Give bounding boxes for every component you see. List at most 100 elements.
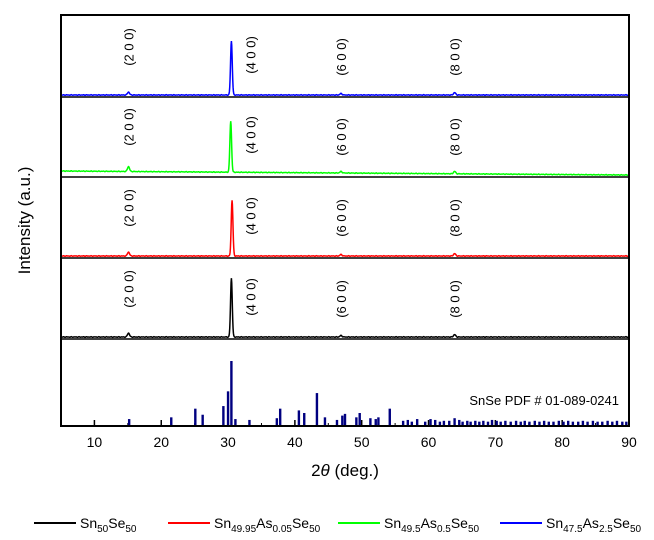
reference-stick <box>495 420 498 426</box>
reference-stick <box>469 421 472 426</box>
x-tick-label: 90 <box>621 434 637 450</box>
reference-stick <box>581 420 585 426</box>
series-line <box>61 200 630 258</box>
legend-entry: Sn49.5As0.5Se50 <box>384 515 480 535</box>
reference-stick <box>429 419 432 426</box>
peak-label: (6 0 0) <box>334 280 349 318</box>
reference-stick <box>519 421 522 426</box>
peak-labels-layer: (2 0 0) (4 0 0) (6 0 0) (8 0 0) (2 0 0) (4 0 … <box>121 28 462 318</box>
reference-label: SnSe PDF # 01-089-0241 <box>469 393 619 408</box>
reference-stick <box>490 419 494 426</box>
reference-stick <box>226 391 230 426</box>
reference-stick <box>606 420 609 426</box>
reference-stick <box>596 421 599 426</box>
reference-stick <box>194 408 197 426</box>
peak-label: (4 0 0) <box>243 116 258 154</box>
legend-entry: Sn50Se50 <box>80 515 137 535</box>
y-axis-label: Intensity (a.u.) <box>15 167 34 275</box>
reference-stick <box>461 421 464 426</box>
x-tick-label: 70 <box>488 434 504 450</box>
peak-label: (4 0 0) <box>243 278 258 316</box>
reference-stick <box>410 421 414 426</box>
x-axis: 10 20 30 40 50 60 70 80 90 <box>60 420 637 450</box>
reference-stick <box>374 419 377 426</box>
x-tick-label: 50 <box>354 434 370 450</box>
reference-stick <box>482 420 485 426</box>
reference-stick <box>466 420 469 426</box>
reference-stick <box>557 420 561 426</box>
reference-stick <box>358 413 361 426</box>
reference-stick <box>415 419 419 426</box>
reference-stick <box>388 408 391 426</box>
reference-stick <box>547 421 551 426</box>
reference-stick <box>571 421 575 426</box>
reference-stick <box>341 415 344 426</box>
reference-stick <box>591 420 595 426</box>
series-line <box>61 278 630 339</box>
x-tick-label: 20 <box>153 434 169 450</box>
reference-stick <box>201 414 204 426</box>
reference-stick <box>552 421 555 426</box>
x-tick-label: 10 <box>87 434 103 450</box>
reference-stick <box>222 406 225 426</box>
reference-stick <box>538 421 541 426</box>
reference-stick <box>303 413 306 426</box>
reference-stick <box>248 419 251 426</box>
legend-entry: Sn49.95As0.05Se50 <box>214 515 321 535</box>
reference-stick <box>343 413 347 426</box>
reference-stick <box>297 410 301 426</box>
peak-label: (2 0 0) <box>121 270 136 308</box>
peak-label: (8 0 0) <box>448 280 463 318</box>
traces-layer <box>61 41 630 339</box>
x-tick-label: 80 <box>554 434 570 450</box>
peak-label: (6 0 0) <box>334 199 349 237</box>
reference-stick <box>615 420 619 426</box>
panel-layer <box>61 96 629 340</box>
reference-stick <box>434 419 437 426</box>
peak-label: (8 0 0) <box>448 38 463 76</box>
reference-stick <box>442 420 446 426</box>
peak-label: (4 0 0) <box>243 197 258 235</box>
plot-frame <box>60 14 630 427</box>
x-axis-label: 2θ (deg.) <box>311 461 379 480</box>
peak-label: (2 0 0) <box>121 108 136 146</box>
reference-stick <box>533 420 536 426</box>
reference-stick <box>586 421 589 426</box>
reference-stick <box>234 419 237 426</box>
reference-stick <box>542 420 546 426</box>
reference-stick <box>523 420 526 426</box>
reference-stick <box>275 418 279 426</box>
series-line <box>61 41 630 97</box>
reference-stick <box>423 421 427 426</box>
reference-stick <box>499 421 502 426</box>
reference-stick <box>621 421 624 426</box>
reference-stick <box>369 418 372 426</box>
peak-label: (2 0 0) <box>121 28 136 66</box>
reference-stick <box>611 421 614 426</box>
legend: Sn50Se50 Sn49.95As0.05Se50 Sn49.5As0.5Se50… <box>34 515 642 535</box>
x-tick-label: 60 <box>421 434 437 450</box>
reference-stick <box>566 420 570 426</box>
reference-stick <box>528 421 531 426</box>
reference-stick <box>458 419 461 426</box>
reference-stick <box>504 420 507 426</box>
reference-stick <box>355 417 358 426</box>
peak-label: (6 0 0) <box>334 118 349 156</box>
reference-stick <box>323 417 327 426</box>
reference-stick <box>315 393 319 426</box>
reference-stick <box>486 421 490 426</box>
reference-stick <box>478 421 481 426</box>
reference-stick <box>278 408 282 426</box>
reference-stick <box>335 419 339 426</box>
reference-stick <box>170 417 173 426</box>
series-line <box>61 121 630 177</box>
reference-stick <box>509 421 512 426</box>
peak-label: (8 0 0) <box>448 199 463 237</box>
peak-label: (6 0 0) <box>334 38 349 76</box>
reference-pattern <box>127 361 628 426</box>
reference-stick <box>401 420 405 426</box>
peak-label: (2 0 0) <box>121 189 136 227</box>
reference-stick <box>562 421 565 426</box>
reference-stick <box>625 421 628 426</box>
